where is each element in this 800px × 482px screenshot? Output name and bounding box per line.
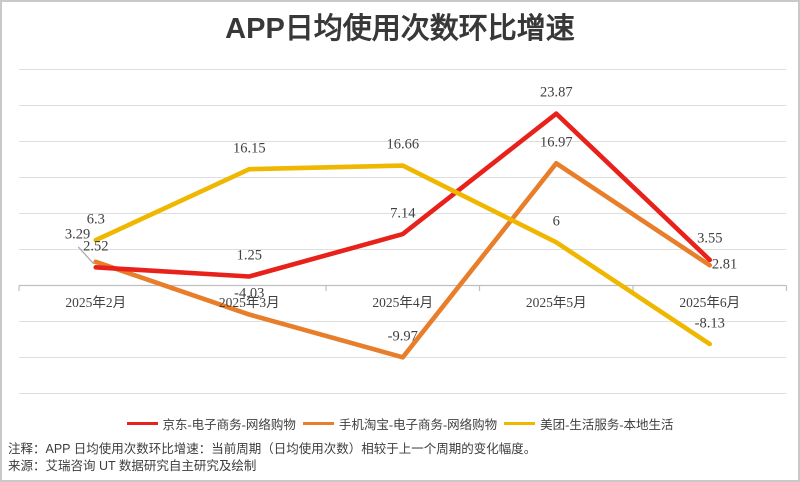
x-axis-label: 2025年6月 [679,294,741,310]
data-label: 16.97 [539,134,573,151]
series-line [93,163,713,347]
legend-item: 手机淘宝-电子商务-网络购物 [302,414,498,433]
legend-line-swatch [126,421,158,426]
data-label: 16.15 [232,140,266,157]
series-line [93,161,713,360]
data-label: 2.81 [711,256,738,273]
legend-item: 京东-电子商务-网络购物 [126,414,296,433]
legend-label: 手机淘宝-电子商务-网络购物 [338,418,498,432]
data-label: 3.55 [697,230,723,247]
legend: 京东-电子商务-网络购物 手机淘宝-电子商务-网络购物 美团-生活服务-本地生活 [2,414,798,433]
footnotes: 注释：APP 日均使用次数环比增速：当前周期（日均使用次数）相较于上一个周期的变… [8,441,536,474]
data-label: 7.14 [390,205,416,222]
data-label: 16.66 [386,136,420,153]
legend-item: 美团-生活服务-本地生活 [504,414,673,433]
data-label: 6.3 [86,211,105,228]
series-line [93,111,713,279]
chart-title: APP日均使用次数环比增速 [225,13,575,45]
data-label: 23.87 [539,84,573,101]
legend-line-swatch [302,421,334,426]
legend-label: 美团-生活服务-本地生活 [540,418,674,432]
data-label: 3.29 [64,226,91,243]
legend-line-swatch [504,421,536,426]
x-axis-label: 2025年4月 [372,294,434,310]
legend-label: 京东-电子商务-网络购物 [162,418,296,432]
data-label: -8.13 [694,315,725,332]
note-source: 来源：艾瑞咨询 UT 数据研究自主研究及绘制 [8,458,257,473]
data-label: 2.52 [83,238,109,255]
note-annotation: 注释：APP 日均使用次数环比增速：当前周期（日均使用次数）相较于上一个周期的变… [8,442,537,456]
x-axis-label: 2025年5月 [525,294,587,310]
data-label-leader-line [77,246,95,265]
x-axis-label: 2025年2月 [65,294,127,310]
data-label: 1.25 [236,247,262,264]
data-label: 6 [552,213,560,230]
data-label: -4.03 [234,285,265,302]
data-label: -9.97 [387,328,418,345]
x-axis-label: 2025年3月 [218,294,280,310]
